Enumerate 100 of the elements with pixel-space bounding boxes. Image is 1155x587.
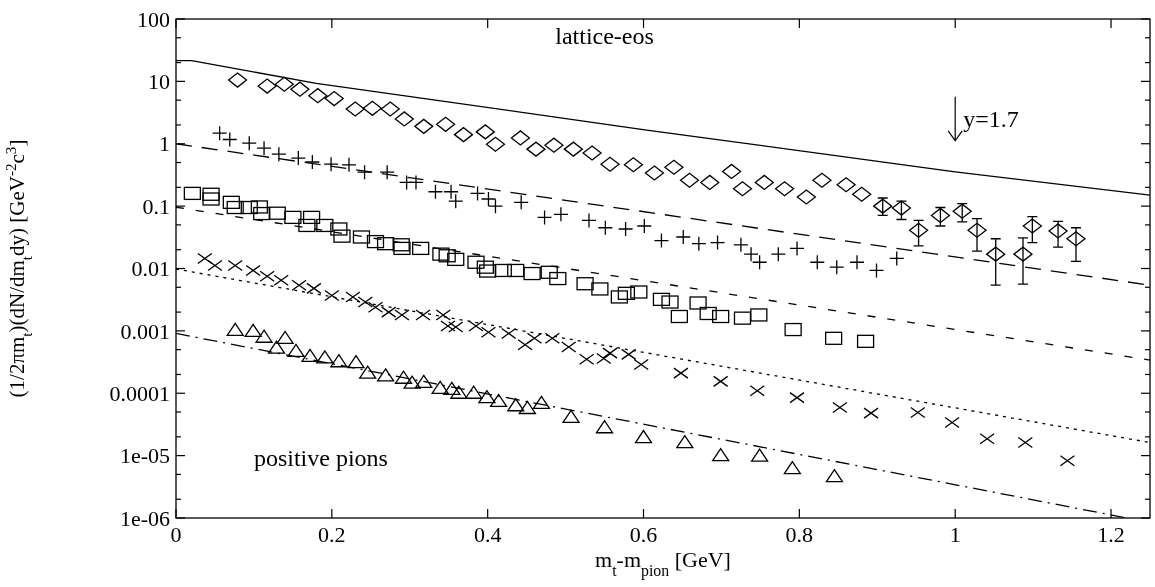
point xyxy=(513,194,529,210)
point xyxy=(227,72,248,88)
point xyxy=(597,220,613,236)
point xyxy=(784,322,802,337)
annotation: positive pions xyxy=(253,445,388,472)
x-axis-title: m$_{t}$-m$_{pion}$ [GeV] xyxy=(595,547,731,580)
point xyxy=(852,186,872,202)
point xyxy=(298,218,316,233)
point xyxy=(480,326,497,338)
point xyxy=(202,187,220,201)
point xyxy=(250,200,269,214)
point xyxy=(986,246,1006,262)
point xyxy=(930,207,951,224)
y-tick-label: 100 xyxy=(137,6,170,32)
point xyxy=(633,358,649,371)
point xyxy=(469,185,486,202)
x-tick-label: 0.6 xyxy=(629,522,658,547)
point xyxy=(379,164,395,180)
point xyxy=(465,385,483,399)
point xyxy=(836,177,856,193)
point xyxy=(526,141,546,157)
point xyxy=(661,295,679,309)
point xyxy=(207,259,223,272)
point xyxy=(183,186,202,201)
point xyxy=(544,137,564,153)
point xyxy=(276,330,294,344)
point xyxy=(732,181,753,197)
point xyxy=(376,368,395,382)
point xyxy=(908,222,929,238)
point xyxy=(467,255,485,269)
point xyxy=(448,321,464,333)
point xyxy=(501,327,517,340)
point xyxy=(257,78,277,94)
point xyxy=(403,375,421,389)
point xyxy=(301,348,319,363)
point xyxy=(241,135,257,151)
x-tick-label: 0.4 xyxy=(473,522,502,547)
point xyxy=(376,237,395,251)
point xyxy=(468,320,484,332)
point xyxy=(526,332,543,344)
point xyxy=(544,332,560,344)
point xyxy=(284,210,302,225)
point xyxy=(253,206,271,221)
point xyxy=(290,150,306,166)
point xyxy=(197,252,213,265)
point xyxy=(825,331,843,345)
point xyxy=(448,193,464,209)
point xyxy=(489,393,508,408)
x-tick-label: 1.2 xyxy=(1097,522,1125,547)
point xyxy=(324,90,344,107)
point xyxy=(362,100,383,116)
point xyxy=(366,234,385,249)
point xyxy=(415,374,433,389)
y-tick-label: 1e-06 xyxy=(119,505,170,531)
point xyxy=(287,343,305,357)
point xyxy=(689,296,707,310)
point xyxy=(623,157,644,173)
point xyxy=(1066,231,1086,247)
point xyxy=(393,241,411,256)
point xyxy=(268,206,286,220)
point xyxy=(304,154,321,170)
point xyxy=(562,409,580,424)
point xyxy=(256,140,272,156)
point xyxy=(610,290,629,304)
point xyxy=(750,448,769,462)
point xyxy=(967,222,987,238)
point xyxy=(341,157,357,173)
point xyxy=(754,174,774,191)
point xyxy=(475,124,495,140)
point xyxy=(910,406,926,419)
y-tick-label: 0.001 xyxy=(120,318,170,344)
point xyxy=(653,232,670,249)
point xyxy=(435,116,456,132)
annotation: y=1.7 xyxy=(963,105,1019,132)
point xyxy=(394,111,414,127)
point xyxy=(267,340,286,354)
point xyxy=(774,181,795,197)
point xyxy=(553,206,569,222)
point xyxy=(415,309,431,321)
point xyxy=(783,460,801,475)
point xyxy=(891,200,912,216)
point xyxy=(323,156,339,172)
x-tick-label: 0.2 xyxy=(318,522,346,547)
y-tick-label: 1 xyxy=(159,131,170,157)
point xyxy=(259,270,275,282)
point xyxy=(602,347,618,359)
point xyxy=(789,392,805,404)
point xyxy=(478,390,496,404)
point xyxy=(673,367,689,379)
point xyxy=(856,334,875,348)
x-tick-label: 0 xyxy=(170,522,182,547)
point xyxy=(849,254,865,270)
point xyxy=(330,222,348,236)
point xyxy=(494,263,512,278)
point xyxy=(273,274,289,286)
point xyxy=(290,81,310,97)
point xyxy=(392,238,410,252)
point xyxy=(750,308,768,322)
point xyxy=(582,145,602,161)
point xyxy=(812,172,832,188)
